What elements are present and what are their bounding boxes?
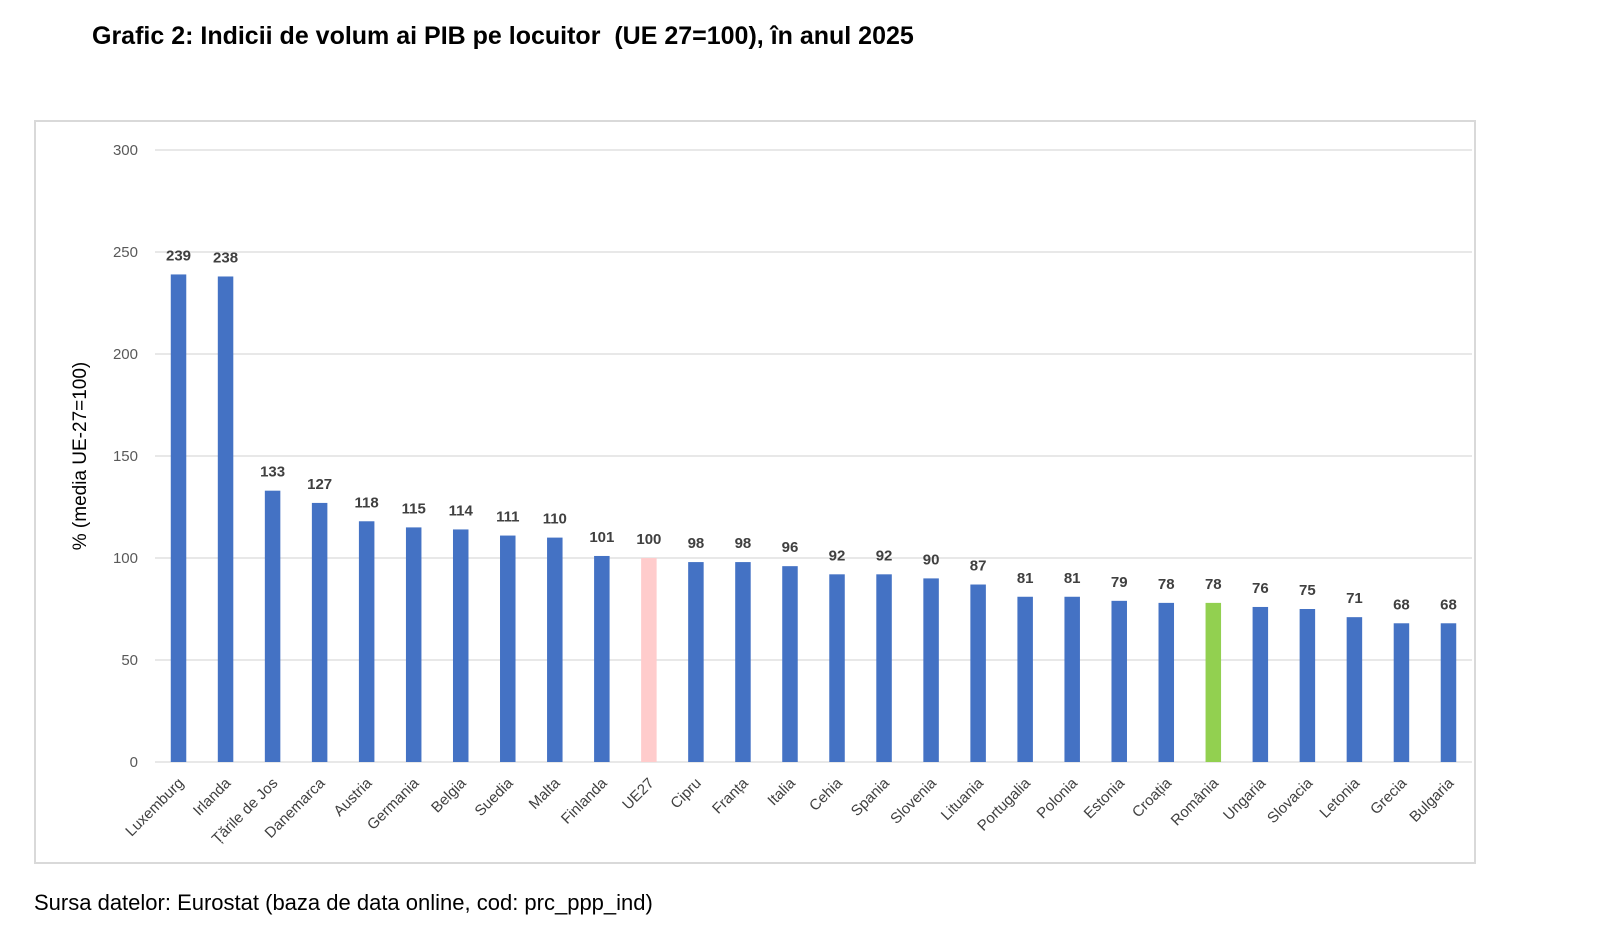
data-label: 98 [688, 535, 705, 552]
x-tick-label: România [1168, 774, 1223, 829]
x-tick-label: Ungaria [1220, 774, 1270, 824]
x-tick-label: Suedia [472, 774, 518, 820]
bar [594, 555, 610, 762]
data-label: 111 [496, 509, 519, 526]
bar [1252, 606, 1269, 762]
bar [405, 527, 422, 762]
data-label: 92 [876, 547, 893, 564]
y-tick-label: 250 [113, 244, 138, 261]
data-label: 118 [355, 494, 379, 511]
data-label: 101 [589, 529, 614, 546]
bar [1158, 602, 1175, 762]
bar [358, 521, 375, 762]
bar [1346, 617, 1363, 762]
bar [782, 566, 798, 762]
y-tick-label: 0 [130, 754, 138, 771]
data-label: 96 [782, 539, 799, 556]
data-label: 81 [1064, 570, 1081, 587]
data-label: 133 [260, 464, 285, 481]
bar [1111, 600, 1127, 762]
x-tick-label: Austria [330, 774, 375, 819]
x-tick-label: Belgia [428, 774, 470, 816]
bar [735, 562, 751, 762]
x-tick-label: Irlanda [190, 774, 235, 819]
bar [829, 574, 845, 762]
bar [1440, 623, 1457, 762]
data-label: 238 [213, 249, 238, 266]
y-axis-label: % (media UE-27=100) [70, 362, 91, 551]
data-label: 78 [1205, 576, 1222, 593]
bar [923, 578, 939, 762]
source-note: Sursa datelor: Eurostat (baza de data on… [34, 890, 653, 915]
data-label: 127 [307, 476, 332, 493]
y-tick-label: 50 [121, 652, 138, 669]
x-tick-label: Germania [364, 774, 423, 833]
y-tick-label: 150 [113, 448, 138, 465]
data-label: 115 [402, 500, 426, 517]
data-label: 110 [543, 511, 567, 528]
data-label: 78 [1158, 576, 1175, 593]
data-label: 239 [166, 247, 191, 264]
data-label: 98 [735, 535, 752, 552]
bar [1017, 596, 1033, 762]
data-label: 114 [449, 502, 474, 519]
x-tick-label: Italia [764, 774, 799, 809]
x-tick-label: Polonia [1034, 774, 1082, 822]
bar [970, 584, 986, 762]
data-label: 100 [636, 531, 661, 548]
x-tick-label: Croația [1129, 774, 1176, 821]
data-label: 68 [1440, 596, 1457, 613]
bar [264, 490, 281, 762]
x-tick-label: Luxemburg [122, 775, 187, 840]
data-label: 90 [923, 551, 940, 568]
x-tick-label: Spania [848, 774, 894, 820]
x-tick-label: Cipru [667, 775, 704, 812]
bar [688, 562, 704, 762]
data-label: 81 [1017, 570, 1034, 587]
x-tick-label: Franța [709, 774, 752, 817]
y-tick-label: 200 [113, 346, 138, 363]
x-tick-label: Bulgaria [1406, 774, 1457, 825]
bar [876, 574, 892, 762]
bar [1393, 623, 1410, 762]
bar [217, 276, 234, 762]
x-tick-label: Grecia [1367, 774, 1411, 818]
bar [311, 502, 328, 762]
y-tick-label: 300 [113, 142, 138, 159]
bar [452, 529, 469, 762]
x-tick-label: Letonia [1316, 774, 1363, 821]
data-label: 68 [1393, 596, 1410, 613]
x-tick-label: Slovenia [887, 774, 940, 827]
bar [547, 537, 563, 762]
bar [1205, 602, 1222, 762]
data-label: 76 [1252, 580, 1269, 597]
bar [500, 535, 516, 762]
x-tick-label: UE27 [619, 775, 658, 814]
y-tick-label: 100 [113, 550, 138, 567]
bar [1299, 609, 1316, 762]
bar [641, 558, 657, 762]
data-label: 79 [1111, 574, 1128, 591]
bar [170, 274, 187, 762]
data-label: 75 [1299, 582, 1316, 599]
x-tick-label: Estonia [1081, 774, 1129, 822]
x-tick-label: Malta [526, 774, 564, 812]
bar [1064, 596, 1080, 762]
data-label: 71 [1346, 590, 1363, 607]
x-tick-label: Slovacia [1264, 774, 1317, 827]
x-tick-label: Finlanda [558, 774, 611, 827]
x-tick-label: Cehia [806, 774, 846, 814]
data-label: 92 [829, 547, 846, 564]
chart-title: Grafic 2: Indicii de volum ai PIB pe loc… [92, 22, 914, 50]
data-label: 87 [970, 558, 987, 575]
